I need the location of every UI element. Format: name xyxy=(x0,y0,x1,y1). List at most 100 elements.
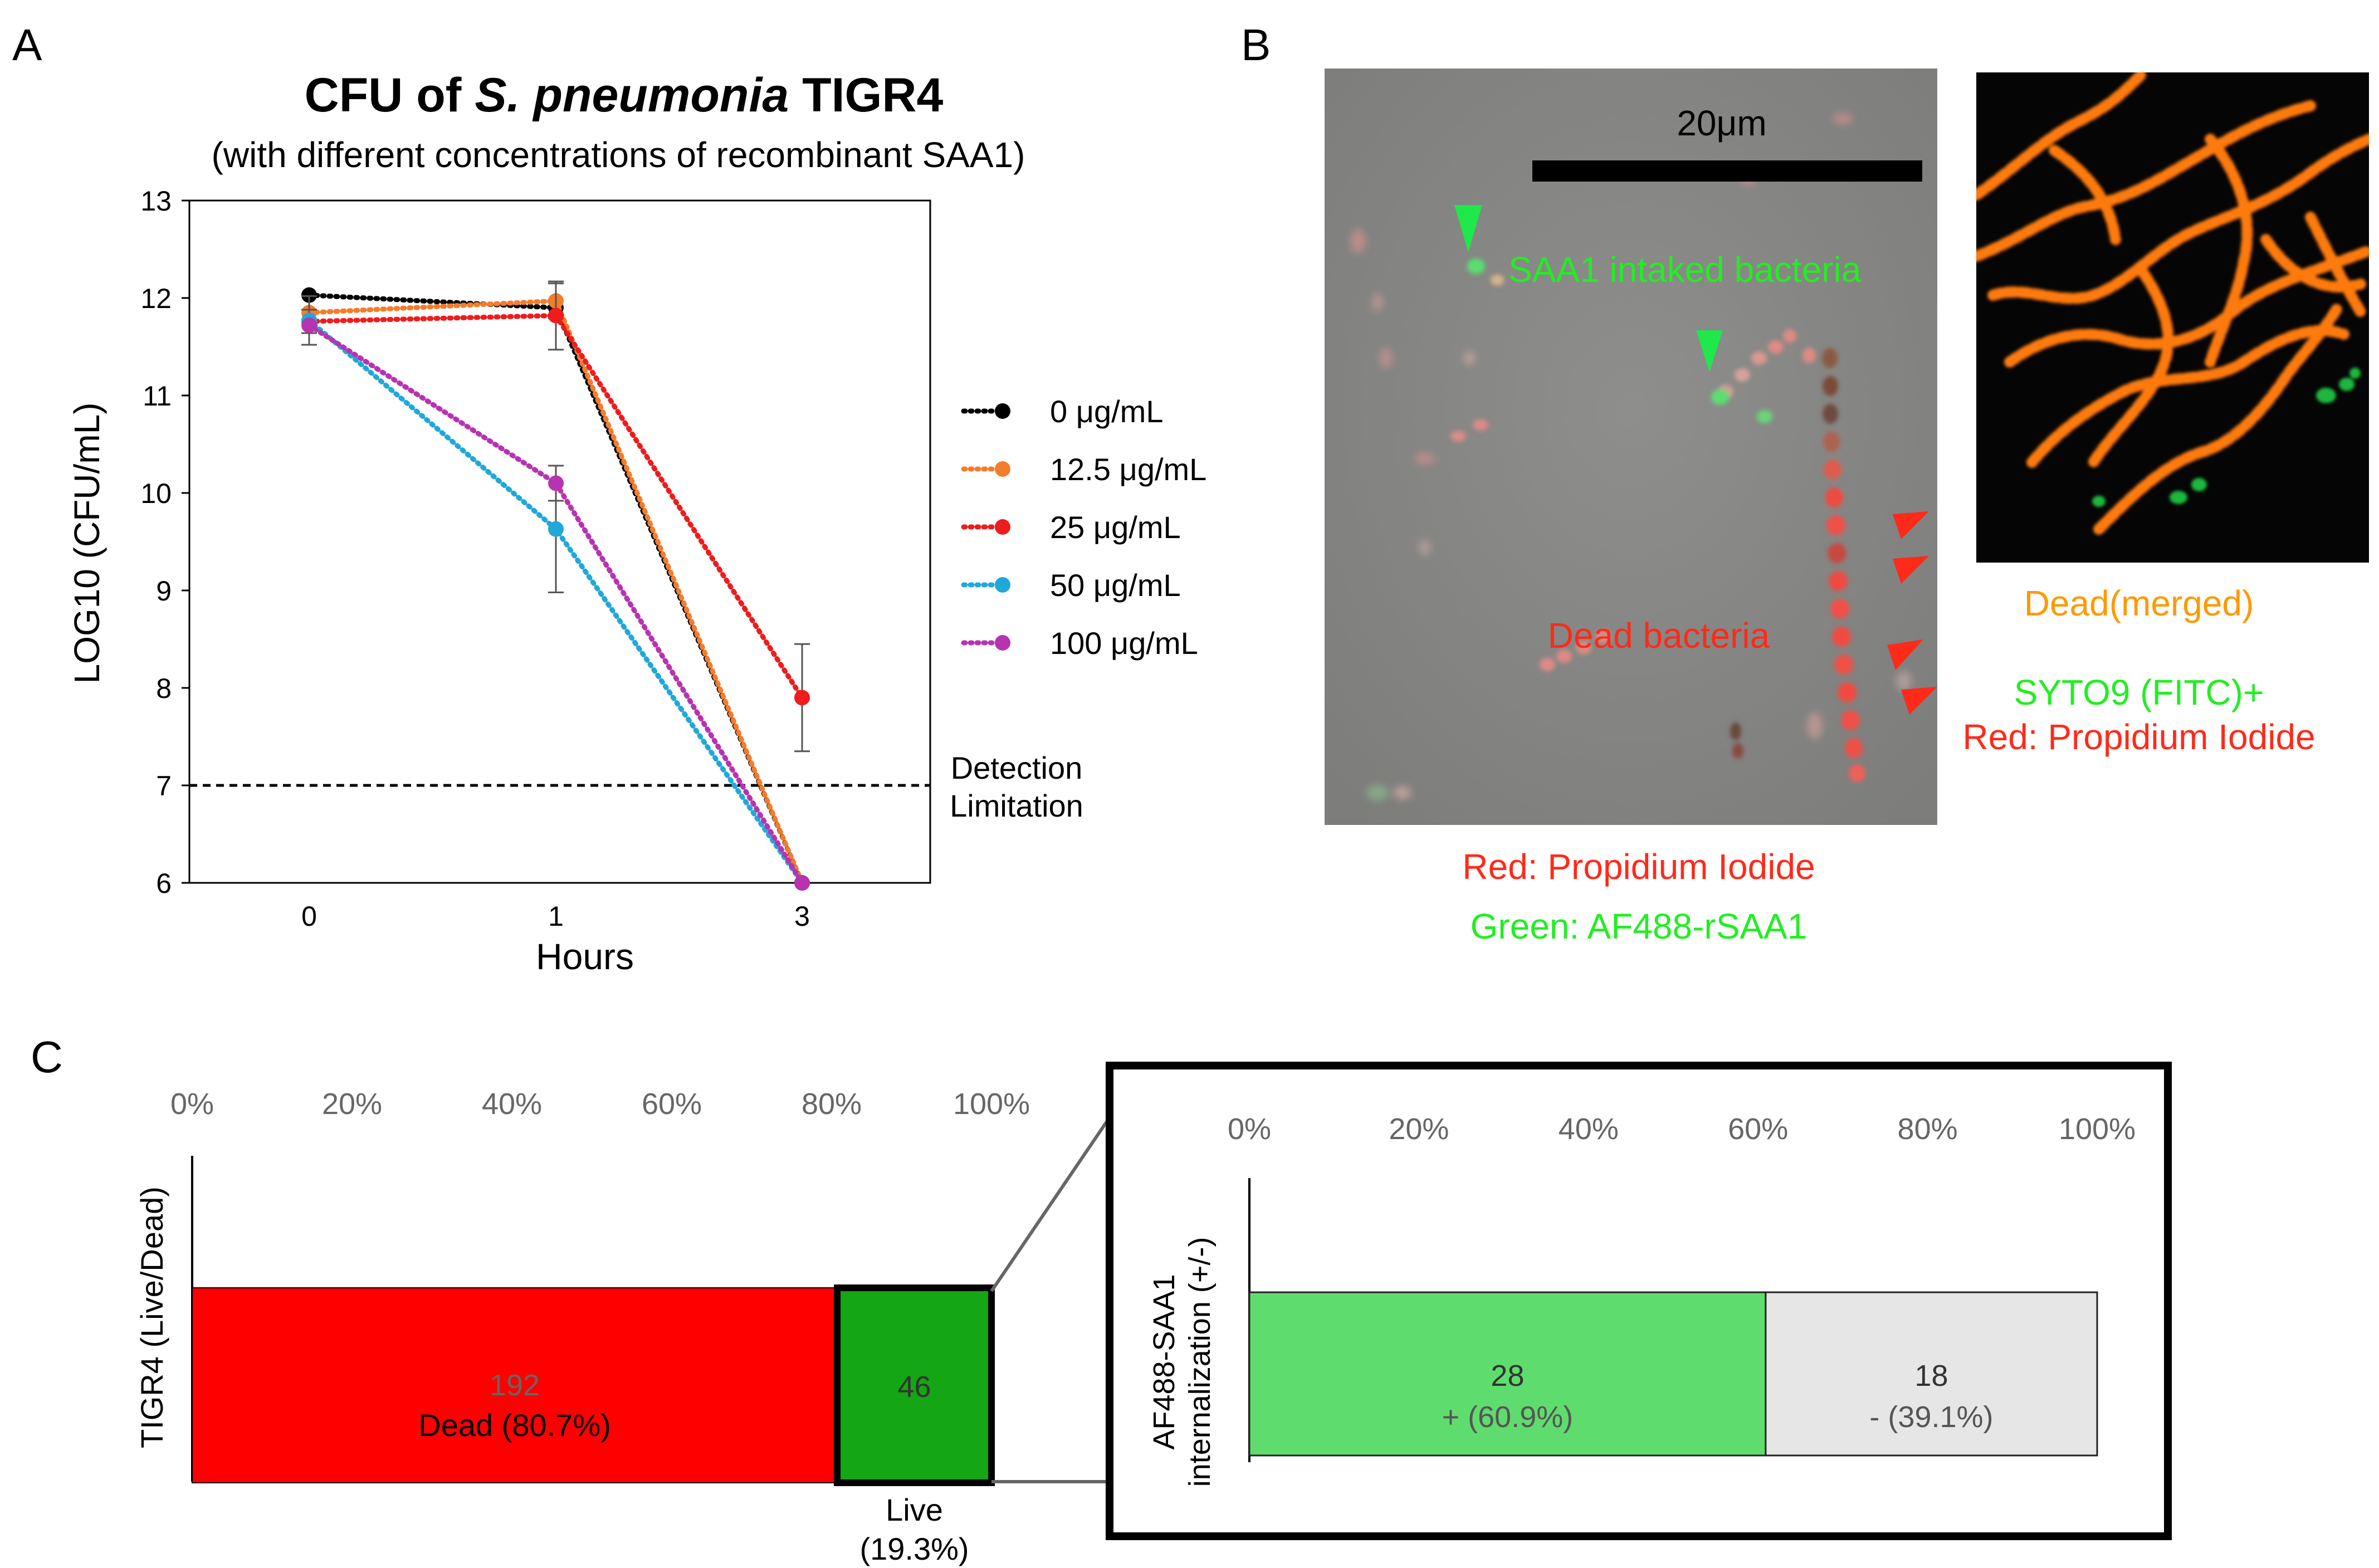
x-tick-label: 40% xyxy=(1559,1112,1619,1146)
micrograph-grey-field: 20μm SAA1 intaked bacteria Dead bacteria xyxy=(1325,69,1937,825)
merged-green-spots xyxy=(2092,368,2361,507)
bar-positive-count: 28 xyxy=(1491,1359,1524,1393)
micrograph1-background xyxy=(1325,69,1937,825)
x-tick-label: 0% xyxy=(1228,1112,1271,1146)
x-tick-label: 80% xyxy=(1898,1112,1958,1146)
data-point xyxy=(301,317,317,333)
bar-live xyxy=(834,1284,995,1486)
legend-label: 12.5 μg/mL xyxy=(1050,452,1206,487)
red-arrow-2 xyxy=(1893,556,1929,584)
label-saa1-intaked: SAA1 intaked bacteria xyxy=(1508,250,1862,290)
legend-swatch-dot xyxy=(995,403,1010,419)
chart-a-title: CFU of S. pneumonia TIGR4 xyxy=(305,69,944,122)
bar-dead-count: 192 xyxy=(490,1369,540,1402)
legend-swatch-dot xyxy=(995,519,1010,535)
cfu-line-chart: CFU of S. pneumonia TIGR4 (with differen… xyxy=(67,69,1206,977)
x-tick-label: 100% xyxy=(2059,1112,2136,1146)
data-point xyxy=(548,521,564,537)
green-arrow-1 xyxy=(1454,205,1482,252)
data-point xyxy=(794,875,810,891)
bar-negative-count: 18 xyxy=(1914,1359,1948,1393)
x-tick-label: 3 xyxy=(794,901,810,932)
chart-a-plot-frame xyxy=(188,199,931,884)
legend-swatch-dot xyxy=(995,577,1010,593)
bar-live-count: 46 xyxy=(897,1370,931,1404)
legend-label: 25 μg/mL xyxy=(1050,510,1181,545)
data-point xyxy=(301,287,317,303)
series-line xyxy=(306,317,805,886)
x-tick-label: 80% xyxy=(802,1087,862,1121)
x-tick-label: 100% xyxy=(953,1087,1030,1121)
x-tick-label: 20% xyxy=(322,1087,382,1121)
legend-swatch-dot xyxy=(995,635,1010,651)
micrograph-merged-dark xyxy=(1976,72,2369,563)
y-tick-label: 12 xyxy=(140,283,172,314)
live-dead-x-ticks: 0% 20% 40% 60% 80% 100% xyxy=(170,1087,1030,1121)
legend-label: 50 μg/mL xyxy=(1050,568,1181,603)
internalization-box-frame xyxy=(1106,1062,2172,1540)
y-tick-label: 13 xyxy=(140,185,172,217)
bar-negative-label: - (39.1%) xyxy=(1869,1400,1993,1434)
chart-a-y-ticks: 6 7 8 9 10 11 12 13 xyxy=(140,185,189,899)
panel-letter-c: C xyxy=(31,1032,63,1082)
micrograph1-caption-green: Green: AF488-rSAA1 xyxy=(1471,906,1808,946)
internalization-stacked-bar: 0% 20% 40% 60% 80% 100% AF488-SAA1internaliza… xyxy=(1106,1062,2172,1540)
y-tick-label: 6 xyxy=(156,868,172,899)
micrograph2-caption-green: SYTO9 (FITC)+ xyxy=(2014,672,2264,712)
green-arrow-2 xyxy=(1696,330,1723,372)
dead-bacteria-chain xyxy=(1730,348,1865,782)
y-tick-label: 8 xyxy=(156,673,172,704)
chart-a-y-axis-label: LOG10 (CFU/mL) xyxy=(67,403,107,684)
green-saa1-spots xyxy=(1467,258,1772,423)
x-tick-label: 60% xyxy=(1728,1112,1788,1146)
live-dead-y-axis-label: TIGR4 (Live/Dead) xyxy=(134,1186,169,1448)
internalization-x-ticks: 0% 20% 40% 60% 80% 100% xyxy=(1228,1112,2136,1146)
scale-bar xyxy=(1532,160,1922,182)
legend-swatch-dot xyxy=(995,461,1010,477)
zoom-connector-top xyxy=(990,1120,1109,1292)
bar-positive xyxy=(1248,1291,1767,1457)
detection-limit-label: Detection Limitation xyxy=(950,750,1083,823)
chart-a-series xyxy=(301,280,810,891)
bar-positive-label: + (60.9%) xyxy=(1442,1400,1574,1434)
bar-dead xyxy=(192,1287,838,1483)
red-arrow-4 xyxy=(1901,687,1937,715)
y-tick-label: 7 xyxy=(156,770,172,802)
scale-bar-label: 20μm xyxy=(1677,103,1766,143)
bar-dead-label: Dead (80.7%) xyxy=(418,1408,611,1443)
label-dead-bacteria: Dead bacteria xyxy=(1548,616,1770,656)
y-tick-label: 10 xyxy=(140,478,172,509)
panel-letter-b: B xyxy=(1241,20,1271,70)
x-tick-label: 0% xyxy=(170,1087,214,1121)
chart-a-x-ticks: 0 1 3 xyxy=(301,901,810,932)
data-point xyxy=(548,475,564,491)
y-tick-label: 11 xyxy=(143,380,172,412)
chart-a-x-axis-label: Hours xyxy=(536,936,634,977)
data-point xyxy=(794,690,810,706)
x-tick-label: 20% xyxy=(1389,1112,1449,1146)
faint-cells xyxy=(1350,113,1912,800)
merged-chains xyxy=(1976,72,2369,535)
micrograph2-caption-title: Dead(merged) xyxy=(2024,583,2254,623)
chart-a-subtitle: (with different concentrations of recomb… xyxy=(212,135,1025,175)
red-arrow-1 xyxy=(1893,511,1929,539)
red-arrow-3 xyxy=(1887,639,1923,670)
bar-negative xyxy=(1765,1291,2098,1457)
legend-label: 0 μg/mL xyxy=(1050,394,1163,429)
series-line xyxy=(306,323,805,886)
micrograph2-background xyxy=(1976,72,2369,563)
y-tick-label: 9 xyxy=(156,575,172,607)
x-tick-label: 0 xyxy=(301,901,317,932)
legend-label: 100 μg/mL xyxy=(1050,626,1198,661)
micrograph2-caption-red: Red: Propidium Iodide xyxy=(1962,717,2315,757)
micrograph1-caption-red: Red: Propidium Iodide xyxy=(1462,847,1815,887)
chart-a-legend: 0 μg/mL 12.5 μg/mL 25 μg/mL 50 μg/mL 100 μg/… xyxy=(961,394,1206,661)
x-tick-label: 40% xyxy=(482,1087,542,1121)
x-tick-label: 1 xyxy=(548,901,564,932)
live-dead-stacked-bar: 0% 20% 40% 60% 80% 100% TIGR4 (Live/Dead) 192… xyxy=(134,1087,1030,1566)
panel-letter-a: A xyxy=(12,20,42,70)
data-point xyxy=(548,307,564,324)
bar-live-label: Live (19.3%) xyxy=(859,1492,969,1566)
x-tick-label: 60% xyxy=(642,1087,702,1121)
